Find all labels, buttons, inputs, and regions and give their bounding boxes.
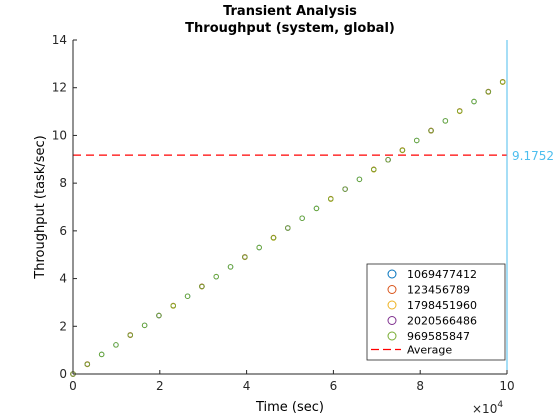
- legend-items: 1069477412 123456789 1798451960 2020566486 9…: [371, 268, 477, 357]
- data-point: [371, 166, 377, 173]
- series-969585847: [70, 79, 506, 377]
- data-point: [141, 322, 148, 329]
- x-tick-label: 6: [330, 379, 338, 393]
- data-point: [156, 312, 162, 319]
- ticks-layer: 0 2 4 6 8 10 0 2 4 6 8 10 12 14: [52, 33, 515, 393]
- data-point: [313, 205, 320, 212]
- legend-marker: [387, 331, 397, 341]
- y-tick-label: 10: [52, 128, 67, 142]
- legend-label-average: Average: [407, 344, 452, 357]
- y-tick-label: 2: [59, 319, 67, 333]
- data-point: [184, 293, 191, 299]
- legend-marker: [387, 285, 397, 294]
- data-point: [485, 89, 492, 95]
- data-point: [213, 273, 219, 280]
- legend-marker: [387, 316, 397, 325]
- x-tick-label: 2: [156, 379, 164, 393]
- x-tick-label: 8: [416, 379, 424, 393]
- x-tick-label: 0: [69, 379, 77, 393]
- data-point: [442, 118, 449, 124]
- x-exponent-base: ×10: [472, 402, 497, 416]
- legend-label: 123456789: [407, 284, 470, 297]
- y-tick-label: 0: [59, 367, 67, 381]
- legend-label: 1069477412: [407, 268, 477, 281]
- data-point: [428, 127, 434, 134]
- data-point: [256, 244, 262, 251]
- legend-marker: [387, 269, 397, 279]
- average-value-label: 9.1752: [512, 149, 554, 163]
- legend: 1069477412 123456789 1798451960 2020566486 9…: [366, 263, 506, 361]
- legend-label: 2020566486: [407, 315, 477, 328]
- y-tick-label: 12: [52, 81, 67, 95]
- legend-label: 1798451960: [407, 299, 477, 312]
- data-point: [399, 147, 406, 153]
- x-exponent-power: 4: [497, 400, 503, 410]
- data-point: [499, 79, 506, 85]
- data-point: [413, 137, 420, 144]
- y-tick-label: 6: [59, 224, 67, 238]
- data-point: [170, 303, 177, 309]
- data-point: [385, 157, 391, 163]
- y-axis-label: Throughput (task/sec): [33, 135, 48, 279]
- data-point: [342, 186, 348, 192]
- data-point: [285, 225, 291, 231]
- x-axis-exponent: ×104: [472, 400, 503, 416]
- data-point: [98, 351, 105, 358]
- y-tick-label: 4: [59, 272, 67, 286]
- chart-subtitle: Throughput (system, global): [185, 21, 395, 36]
- data-point: [127, 332, 134, 338]
- legend-label: 969585847: [407, 330, 470, 343]
- legend-box: [366, 263, 506, 361]
- data-point: [84, 361, 91, 367]
- data-point: [242, 254, 248, 260]
- x-axis-label: Time (sec): [255, 400, 324, 415]
- data-point: [227, 264, 234, 270]
- data-point: [328, 196, 334, 202]
- x-tick-label: 4: [243, 379, 251, 393]
- data-point: [113, 342, 119, 348]
- legend-marker: [387, 300, 397, 310]
- data-point: [471, 98, 477, 105]
- data-point: [299, 215, 305, 221]
- data-point: [270, 235, 277, 241]
- series-layer: [70, 78, 506, 377]
- x-tick-label: 10: [499, 379, 514, 393]
- data-point: [456, 108, 463, 114]
- chart-title: Transient Analysis: [223, 4, 357, 19]
- data-point: [199, 283, 205, 290]
- y-tick-label: 14: [52, 33, 67, 47]
- data-point: [356, 176, 363, 183]
- y-tick-label: 8: [59, 176, 67, 190]
